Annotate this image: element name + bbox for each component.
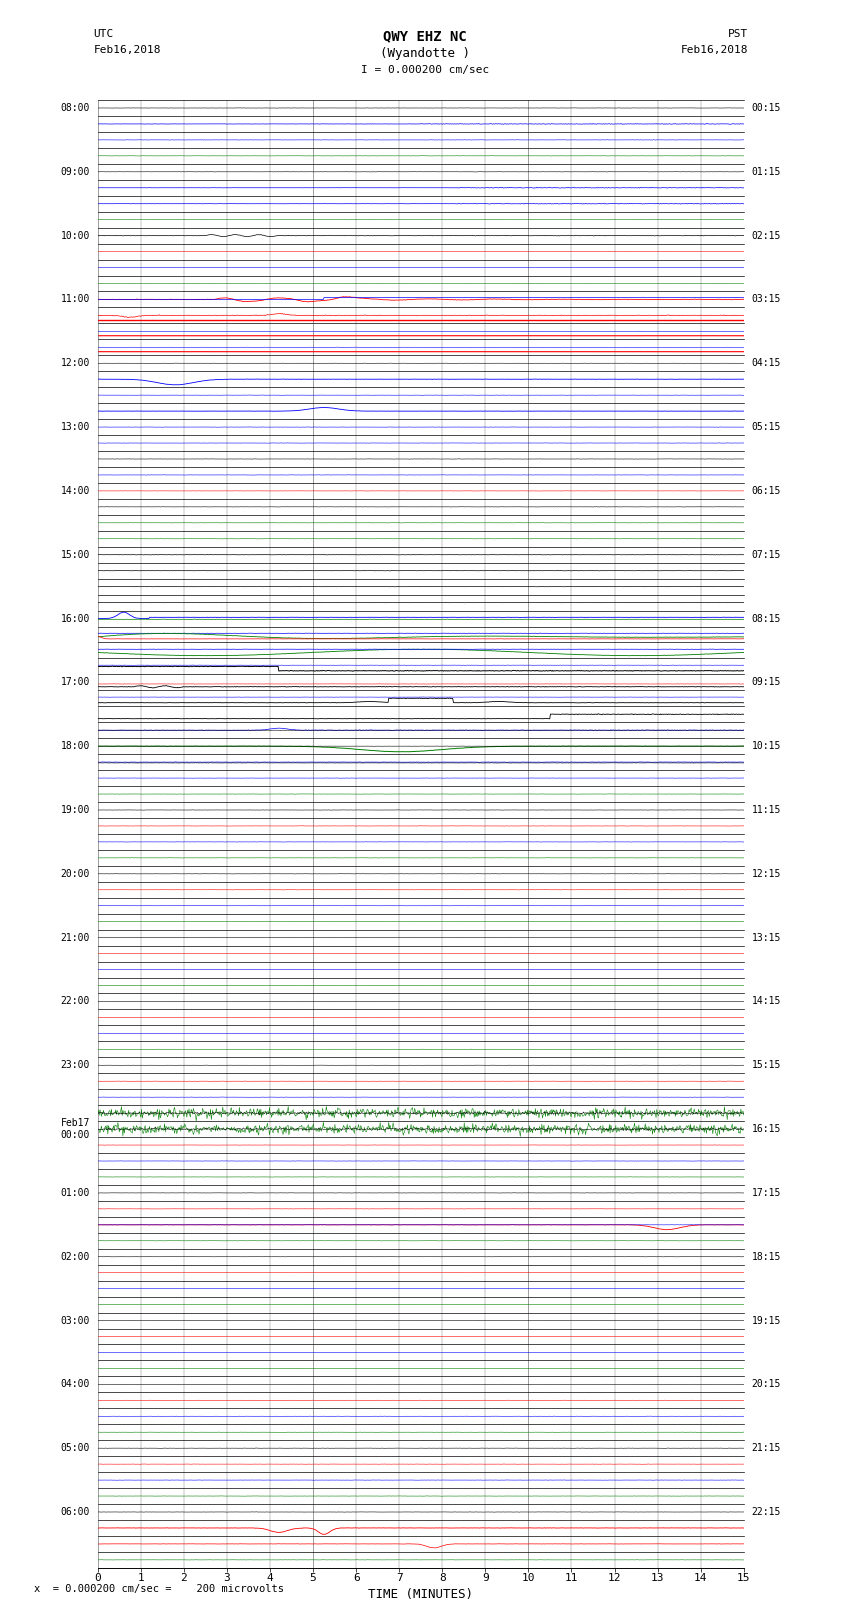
X-axis label: TIME (MINUTES): TIME (MINUTES) <box>368 1587 473 1600</box>
Text: QWY EHZ NC: QWY EHZ NC <box>383 29 467 44</box>
Text: 17:15: 17:15 <box>751 1187 781 1198</box>
Text: 22:15: 22:15 <box>751 1507 781 1516</box>
Text: 05:15: 05:15 <box>751 423 781 432</box>
Text: 05:00: 05:00 <box>60 1444 90 1453</box>
Text: 23:00: 23:00 <box>60 1060 90 1071</box>
Text: Feb17
00:00: Feb17 00:00 <box>60 1118 90 1140</box>
Text: 12:15: 12:15 <box>751 869 781 879</box>
Text: 10:00: 10:00 <box>60 231 90 240</box>
Text: x  = 0.000200 cm/sec =    200 microvolts: x = 0.000200 cm/sec = 200 microvolts <box>34 1584 284 1594</box>
Text: 01:15: 01:15 <box>751 166 781 177</box>
Text: 09:15: 09:15 <box>751 677 781 687</box>
Text: 21:15: 21:15 <box>751 1444 781 1453</box>
Text: Feb16,2018: Feb16,2018 <box>94 45 161 55</box>
Text: 18:15: 18:15 <box>751 1252 781 1261</box>
Text: 19:00: 19:00 <box>60 805 90 815</box>
Text: 08:15: 08:15 <box>751 613 781 624</box>
Text: 04:15: 04:15 <box>751 358 781 368</box>
Text: 20:15: 20:15 <box>751 1379 781 1389</box>
Text: PST: PST <box>728 29 748 39</box>
Text: 12:00: 12:00 <box>60 358 90 368</box>
Text: 17:00: 17:00 <box>60 677 90 687</box>
Text: 11:00: 11:00 <box>60 295 90 305</box>
Text: 09:00: 09:00 <box>60 166 90 177</box>
Text: 15:00: 15:00 <box>60 550 90 560</box>
Text: 08:00: 08:00 <box>60 103 90 113</box>
Text: Feb16,2018: Feb16,2018 <box>681 45 748 55</box>
Text: 02:15: 02:15 <box>751 231 781 240</box>
Text: 10:15: 10:15 <box>751 740 781 752</box>
Text: 06:15: 06:15 <box>751 486 781 495</box>
Text: 19:15: 19:15 <box>751 1316 781 1326</box>
Text: 03:00: 03:00 <box>60 1316 90 1326</box>
Text: 00:15: 00:15 <box>751 103 781 113</box>
Text: (Wyandotte ): (Wyandotte ) <box>380 47 470 60</box>
Text: 13:15: 13:15 <box>751 932 781 942</box>
Text: 16:15: 16:15 <box>751 1124 781 1134</box>
Text: 03:15: 03:15 <box>751 295 781 305</box>
Text: 20:00: 20:00 <box>60 869 90 879</box>
Text: 16:00: 16:00 <box>60 613 90 624</box>
Text: I = 0.000200 cm/sec: I = 0.000200 cm/sec <box>361 65 489 74</box>
Text: 02:00: 02:00 <box>60 1252 90 1261</box>
Text: 01:00: 01:00 <box>60 1187 90 1198</box>
Text: 04:00: 04:00 <box>60 1379 90 1389</box>
Text: 14:00: 14:00 <box>60 486 90 495</box>
Text: 22:00: 22:00 <box>60 997 90 1007</box>
Text: UTC: UTC <box>94 29 114 39</box>
Text: 07:15: 07:15 <box>751 550 781 560</box>
Text: 14:15: 14:15 <box>751 997 781 1007</box>
Text: 11:15: 11:15 <box>751 805 781 815</box>
Text: 13:00: 13:00 <box>60 423 90 432</box>
Text: 18:00: 18:00 <box>60 740 90 752</box>
Text: 15:15: 15:15 <box>751 1060 781 1071</box>
Text: 06:00: 06:00 <box>60 1507 90 1516</box>
Text: 21:00: 21:00 <box>60 932 90 942</box>
